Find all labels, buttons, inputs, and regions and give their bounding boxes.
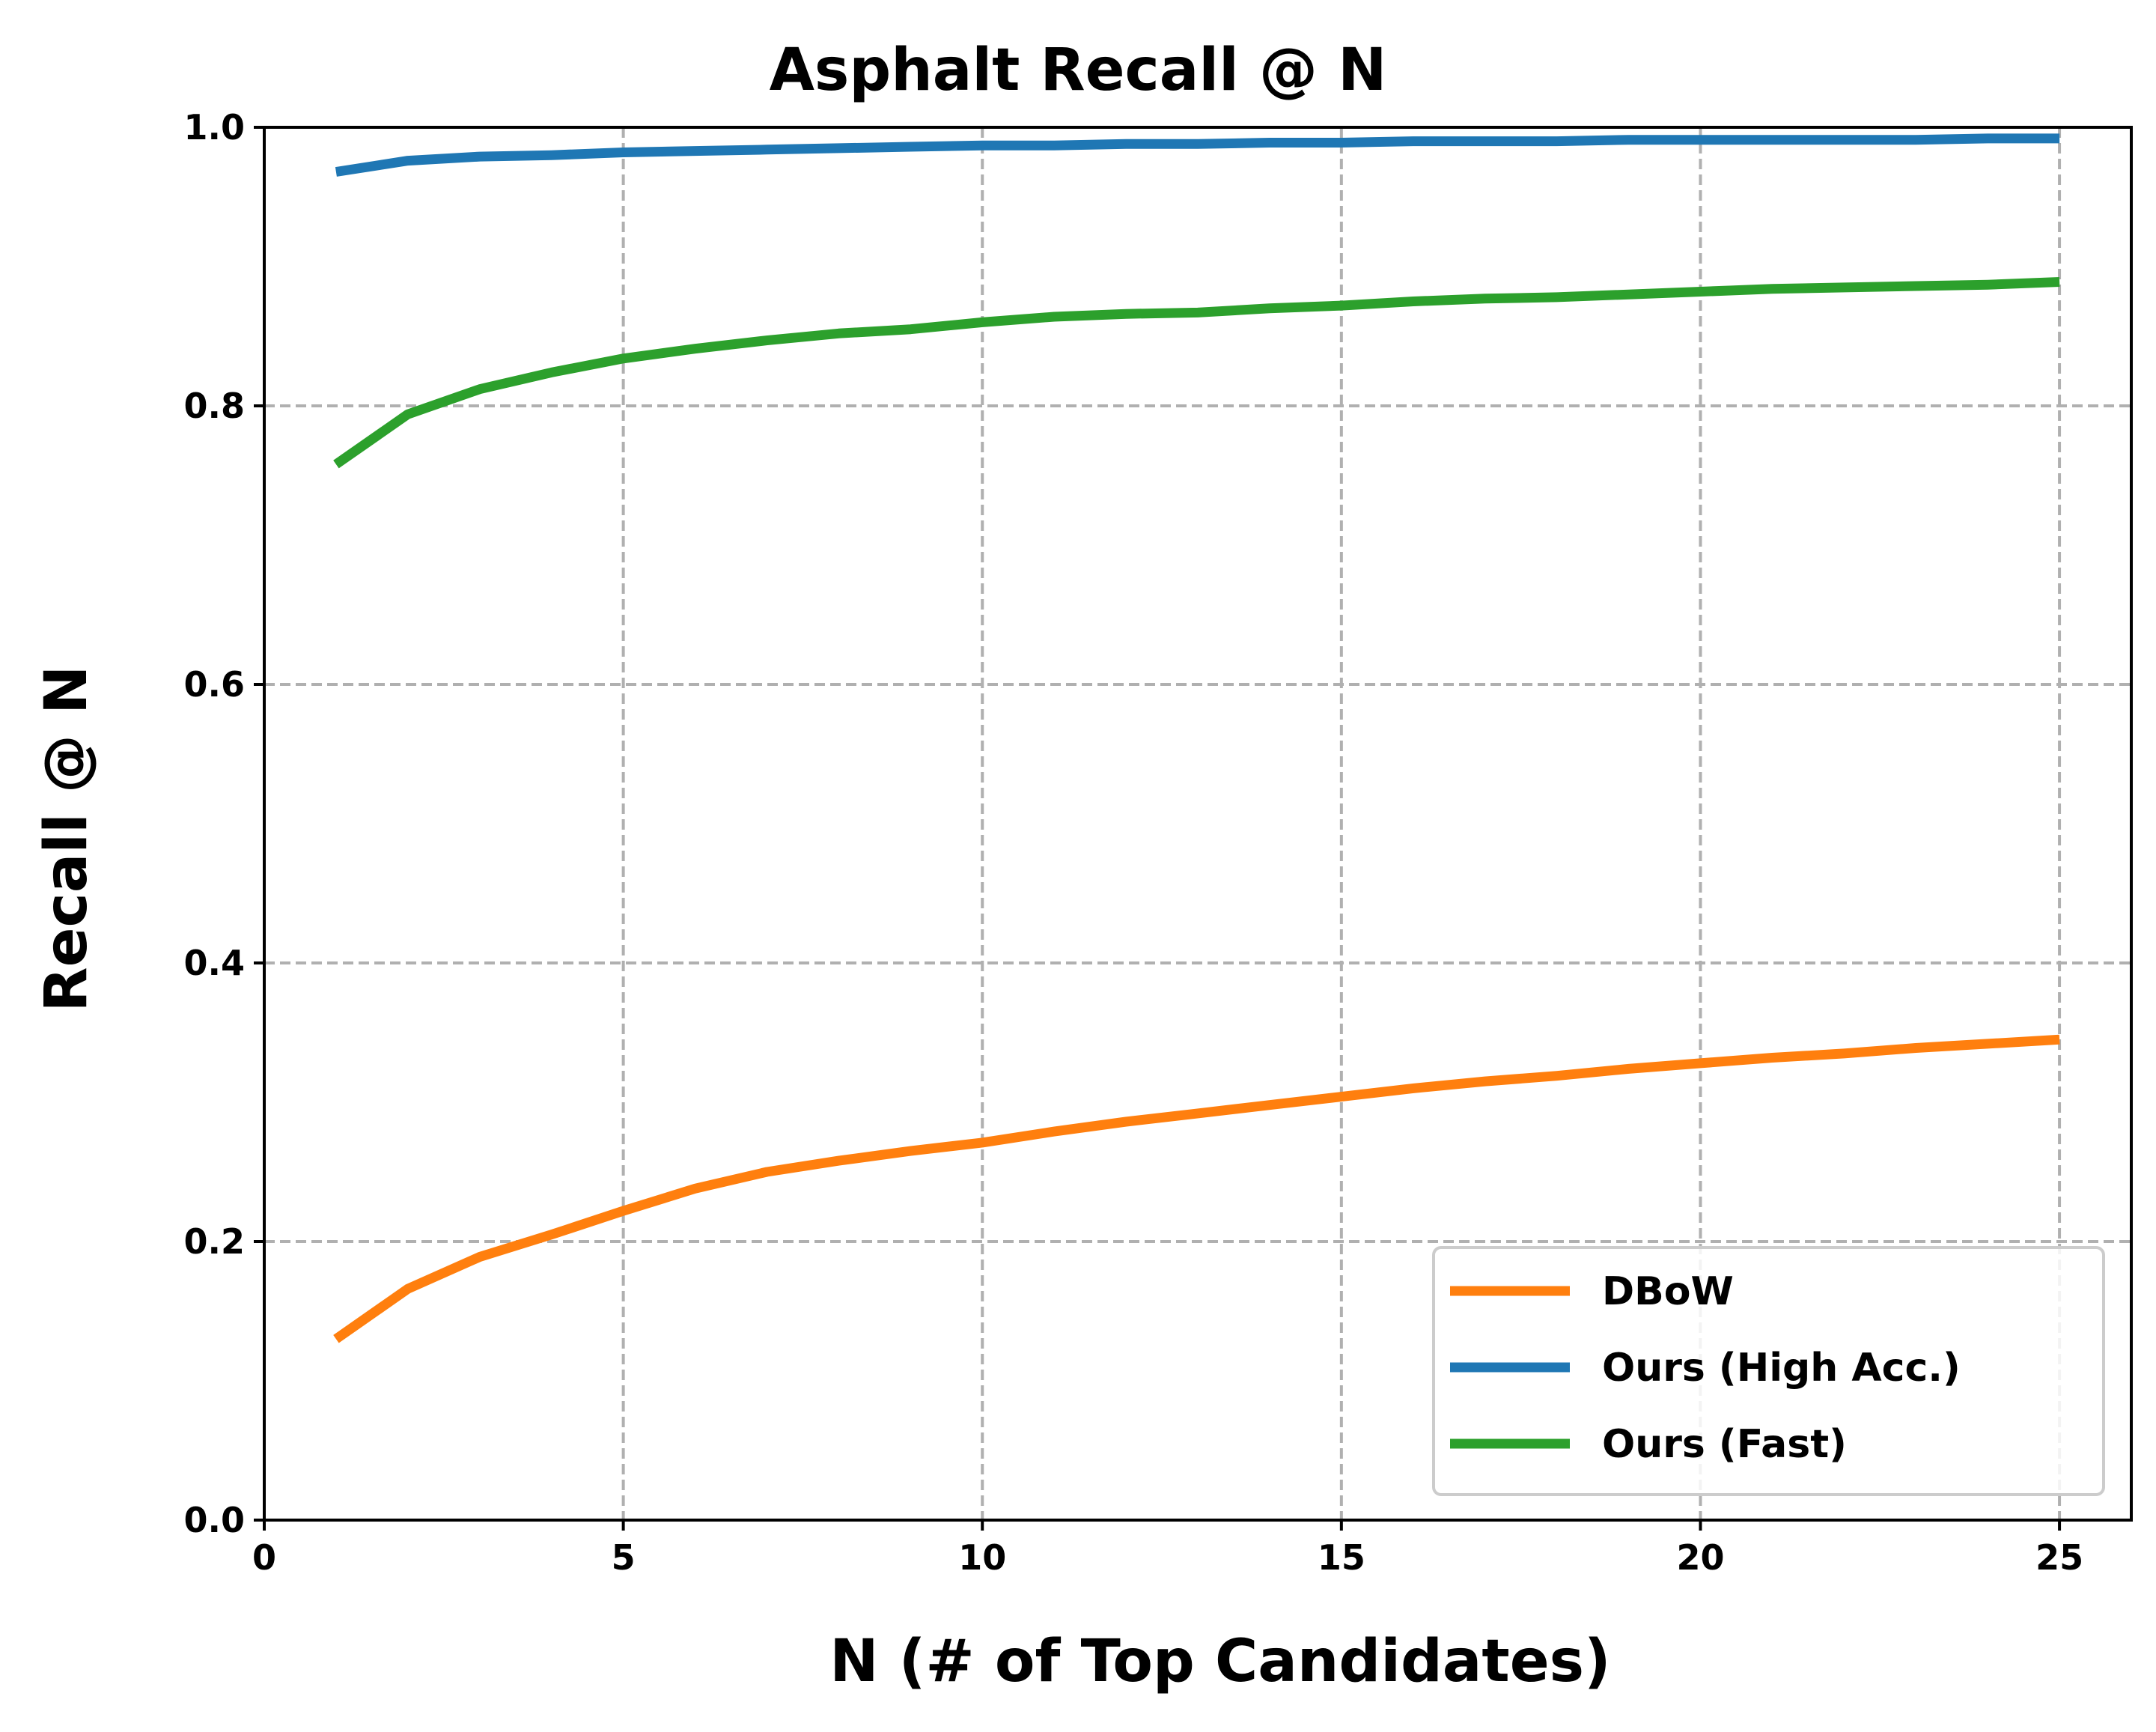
plot-frame xyxy=(263,126,2133,1522)
x-tick-label: 20 xyxy=(1676,1537,1724,1578)
y-tick-label: 0.4 xyxy=(184,943,246,983)
grid xyxy=(264,127,2131,1520)
y-tick-label: 0.2 xyxy=(184,1221,246,1262)
x-axis-label: N (# of Top Candidates) xyxy=(829,1628,1610,1695)
legend: DBoW Ours (High Acc.) Ours (Fast) xyxy=(1432,1246,2105,1496)
y-tick-label: 0.6 xyxy=(184,664,246,705)
chart-title: Asphalt Recall @ N xyxy=(770,37,1387,104)
y-tick-label: 0.0 xyxy=(184,1500,246,1540)
x-tick-label: 25 xyxy=(2035,1537,2083,1578)
series-line-1 xyxy=(333,1034,2060,1343)
axis-ticks: 0 5 10 15 20 25 0.0 0.2 0.4 0.6 0.8 1.0 xyxy=(184,107,2084,1578)
x-tick-label: 5 xyxy=(612,1537,636,1578)
y-tick-label: 1.0 xyxy=(184,107,246,148)
x-tick-label: 15 xyxy=(1318,1537,1365,1578)
series-line-3 xyxy=(333,277,2060,469)
series-lines xyxy=(333,133,2060,1343)
y-axis-label: Recall @ N xyxy=(33,666,100,1012)
legend-box xyxy=(1432,1246,2105,1496)
legend-label: DBoW xyxy=(1602,1269,1734,1314)
x-tick-label: 10 xyxy=(958,1537,1006,1578)
x-tick-label: 0 xyxy=(252,1537,276,1578)
legend-label: Ours (High Acc.) xyxy=(1602,1346,1961,1391)
legend-label: Ours (Fast) xyxy=(1602,1422,1847,1467)
series-line-2 xyxy=(335,133,2060,177)
y-tick-label: 0.8 xyxy=(184,386,246,426)
